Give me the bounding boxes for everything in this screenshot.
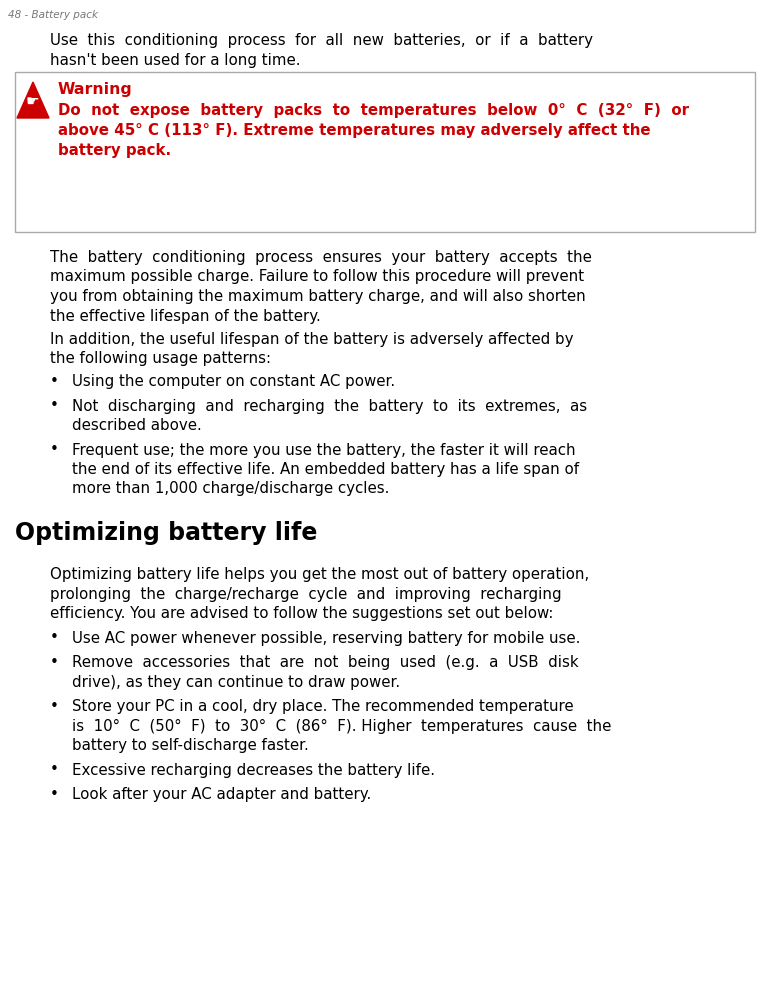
Text: Warning: Warning <box>58 82 132 97</box>
Text: the effective lifespan of the battery.: the effective lifespan of the battery. <box>50 308 321 323</box>
Text: •: • <box>50 398 59 413</box>
Text: The  battery  conditioning  process  ensures  your  battery  accepts  the: The battery conditioning process ensures… <box>50 250 592 265</box>
Text: drive), as they can continue to draw power.: drive), as they can continue to draw pow… <box>72 675 400 690</box>
Text: Optimizing battery life helps you get the most out of battery operation,: Optimizing battery life helps you get th… <box>50 567 589 582</box>
Text: hasn't been used for a long time.: hasn't been used for a long time. <box>50 52 300 67</box>
Text: battery pack.: battery pack. <box>58 142 171 157</box>
Text: prolonging  the  charge/recharge  cycle  and  improving  recharging: prolonging the charge/recharge cycle and… <box>50 587 561 602</box>
Text: Use AC power whenever possible, reserving battery for mobile use.: Use AC power whenever possible, reservin… <box>72 631 581 646</box>
Text: described above.: described above. <box>72 418 202 433</box>
Text: •: • <box>50 763 59 778</box>
Text: is  10°  C  (50°  F)  to  30°  C  (86°  F). Higher  temperatures  cause  the: is 10° C (50° F) to 30° C (86° F). Highe… <box>72 719 611 734</box>
Text: the following usage patterns:: the following usage patterns: <box>50 351 271 366</box>
Text: •: • <box>50 655 59 670</box>
Text: Store your PC in a cool, dry place. The recommended temperature: Store your PC in a cool, dry place. The … <box>72 699 574 714</box>
Text: 48 - Battery pack: 48 - Battery pack <box>8 10 98 20</box>
Text: Use  this  conditioning  process  for  all  new  batteries,  or  if  a  battery: Use this conditioning process for all ne… <box>50 33 593 48</box>
Text: more than 1,000 charge/discharge cycles.: more than 1,000 charge/discharge cycles. <box>72 481 390 496</box>
FancyBboxPatch shape <box>15 72 755 232</box>
Text: efficiency. You are advised to follow the suggestions set out below:: efficiency. You are advised to follow th… <box>50 606 554 621</box>
Text: battery to self-discharge faster.: battery to self-discharge faster. <box>72 738 309 753</box>
Text: Look after your AC adapter and battery.: Look after your AC adapter and battery. <box>72 787 371 802</box>
Text: In addition, the useful lifespan of the battery is adversely affected by: In addition, the useful lifespan of the … <box>50 332 574 347</box>
Text: Do  not  expose  battery  packs  to  temperatures  below  0°  C  (32°  F)  or: Do not expose battery packs to temperatu… <box>58 103 689 118</box>
Text: Frequent use; the more you use the battery, the faster it will reach: Frequent use; the more you use the batte… <box>72 442 576 457</box>
Text: above 45° C (113° F). Extreme temperatures may adversely affect the: above 45° C (113° F). Extreme temperatur… <box>58 123 651 138</box>
Text: •: • <box>50 374 59 389</box>
Text: Optimizing battery life: Optimizing battery life <box>15 521 317 545</box>
Text: •: • <box>50 631 59 646</box>
Text: Not  discharging  and  recharging  the  battery  to  its  extremes,  as: Not discharging and recharging the batte… <box>72 398 587 413</box>
Text: ☛: ☛ <box>26 94 40 109</box>
Polygon shape <box>17 82 49 118</box>
Text: •: • <box>50 699 59 714</box>
Text: Using the computer on constant AC power.: Using the computer on constant AC power. <box>72 374 395 389</box>
Text: •: • <box>50 787 59 802</box>
Text: the end of its effective life. An embedded battery has a life span of: the end of its effective life. An embedd… <box>72 462 579 477</box>
Text: Excessive recharging decreases the battery life.: Excessive recharging decreases the batte… <box>72 763 435 778</box>
Text: maximum possible charge. Failure to follow this procedure will prevent: maximum possible charge. Failure to foll… <box>50 269 584 284</box>
Text: Remove  accessories  that  are  not  being  used  (e.g.  a  USB  disk: Remove accessories that are not being us… <box>72 655 578 670</box>
Text: •: • <box>50 442 59 457</box>
Text: you from obtaining the maximum battery charge, and will also shorten: you from obtaining the maximum battery c… <box>50 289 586 304</box>
